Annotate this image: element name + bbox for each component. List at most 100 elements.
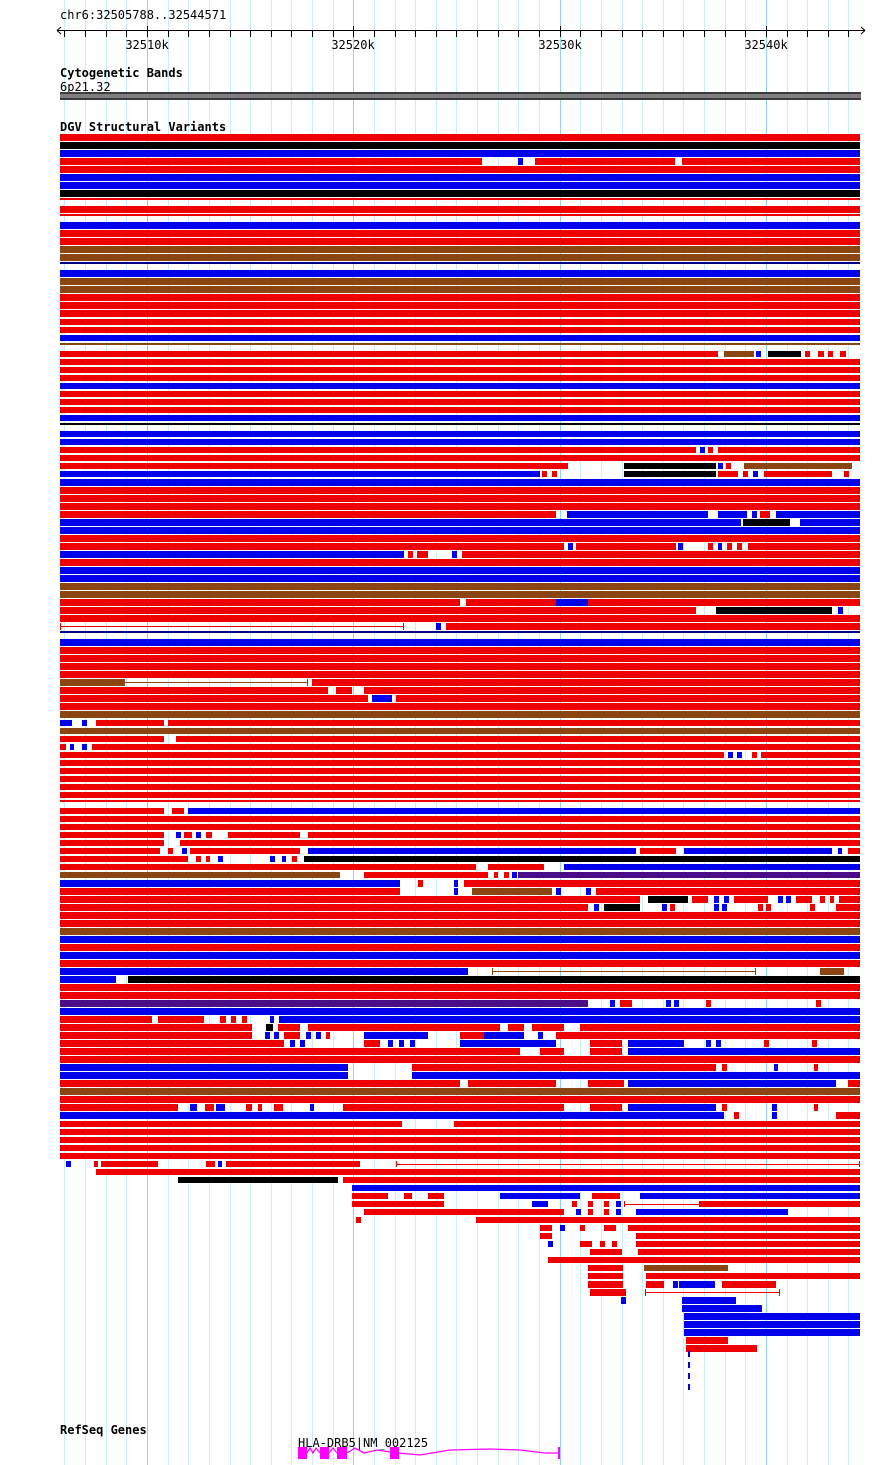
variant-segment[interactable] [172, 807, 184, 815]
variant-segment[interactable] [60, 543, 564, 550]
variant-segment[interactable] [60, 1112, 724, 1120]
variant-segment[interactable] [60, 230, 860, 237]
variant-segment[interactable] [60, 992, 860, 999]
variant-segment[interactable] [82, 743, 88, 751]
variant-segment[interactable] [418, 879, 424, 887]
variant-segment[interactable] [60, 703, 860, 711]
variant-segment[interactable] [590, 1288, 627, 1296]
variant-segment[interactable] [60, 831, 164, 839]
variant-segment[interactable] [60, 976, 116, 983]
variant-segment[interactable] [60, 310, 860, 318]
variant-segment[interactable] [453, 1120, 860, 1128]
dgv-variant-row[interactable] [60, 1064, 860, 1071]
variant-segment[interactable] [60, 551, 404, 558]
variant-segment[interactable] [60, 663, 860, 670]
variant-segment[interactable] [692, 895, 708, 903]
dgv-variant-row[interactable] [60, 695, 860, 703]
variant-segment[interactable] [60, 262, 860, 265]
variant-segment[interactable] [60, 759, 860, 767]
dgv-variant-row[interactable] [60, 1224, 860, 1232]
dgv-variant-row[interactable] [60, 1096, 860, 1104]
variant-segment[interactable] [312, 679, 860, 687]
dgv-variant-row[interactable] [60, 1248, 860, 1256]
variant-segment[interactable] [772, 1104, 777, 1112]
dgv-variant-row[interactable] [60, 1008, 860, 1015]
variant-segment[interactable] [60, 1120, 403, 1128]
dgv-variant-row[interactable] [60, 815, 860, 823]
variant-segment[interactable] [60, 1072, 348, 1079]
dgv-variant-row[interactable] [60, 422, 860, 425]
dgv-variant-row[interactable] [60, 174, 860, 181]
dgv-variant-row[interactable] [60, 1104, 860, 1112]
variant-segment[interactable] [231, 1016, 236, 1023]
variant-segment[interactable] [220, 1016, 227, 1023]
variant-segment[interactable] [700, 1200, 860, 1208]
variant-segment[interactable] [714, 895, 720, 903]
variant-segment[interactable] [356, 1216, 361, 1224]
variant-segment[interactable] [60, 478, 860, 486]
variant-segment[interactable] [682, 158, 860, 165]
variant-segment[interactable] [60, 142, 860, 149]
variant-segment[interactable] [588, 1200, 593, 1208]
variant-segment[interactable] [60, 960, 860, 967]
variant-segment[interactable] [352, 1200, 444, 1208]
exon-box[interactable] [298, 1447, 307, 1459]
variant-segment[interactable] [217, 1160, 223, 1168]
exon-box[interactable] [320, 1447, 329, 1459]
variant-segment[interactable] [700, 446, 705, 454]
variant-segment[interactable] [60, 206, 860, 213]
variant-segment[interactable] [461, 551, 860, 558]
cytoband-bar[interactable] [60, 92, 861, 100]
dgv-variant-row[interactable] [60, 655, 860, 662]
variant-segment[interactable] [60, 1152, 860, 1160]
variant-segment[interactable] [60, 1080, 460, 1088]
variant-segment[interactable] [60, 414, 860, 422]
variant-segment[interactable] [540, 1048, 564, 1055]
dgv-variant-row[interactable] [60, 855, 860, 863]
variant-segment[interactable] [404, 1192, 412, 1200]
dgv-variant-row[interactable] [60, 462, 860, 470]
variant-segment[interactable] [772, 1112, 777, 1120]
variant-segment[interactable] [743, 470, 748, 478]
variant-segment[interactable] [612, 1240, 617, 1248]
variant-segment[interactable] [364, 1208, 564, 1216]
variant-segment[interactable] [684, 1321, 860, 1328]
variant-segment[interactable] [60, 1032, 252, 1039]
variant-segment[interactable] [60, 438, 860, 446]
variant-segment[interactable] [733, 895, 768, 903]
variant-segment[interactable] [60, 920, 860, 927]
variant-segment[interactable] [290, 1040, 296, 1047]
variant-segment[interactable] [264, 1032, 270, 1039]
variant-segment[interactable] [60, 743, 67, 751]
dgv-variant-row[interactable] [60, 294, 860, 302]
exon-box[interactable] [390, 1447, 399, 1459]
variant-segment[interactable] [734, 1112, 740, 1120]
variant-segment[interactable] [628, 1048, 860, 1055]
dgv-variant-row[interactable] [60, 719, 860, 727]
variant-segment[interactable] [60, 166, 860, 173]
dgv-variant-row[interactable] [60, 486, 860, 494]
variant-segment[interactable] [472, 887, 552, 895]
dgv-variant-row[interactable] [60, 214, 860, 217]
variant-segment[interactable] [60, 390, 860, 398]
dgv-variant-row[interactable] [60, 599, 860, 606]
variant-segment[interactable] [206, 1160, 216, 1168]
dgv-variant-row[interactable] [60, 270, 860, 277]
variant-segment[interactable] [460, 1032, 484, 1039]
variant-segment[interactable] [60, 1104, 178, 1112]
variant-segment[interactable] [60, 807, 164, 815]
variant-segment[interactable] [60, 470, 540, 478]
variant-segment[interactable] [184, 831, 192, 839]
dgv-variant-row[interactable] [60, 238, 860, 245]
variant-segment[interactable] [736, 751, 742, 759]
variant-segment[interactable] [60, 1040, 284, 1047]
variant-segment[interactable] [60, 1128, 860, 1136]
variant-segment[interactable] [399, 1040, 404, 1047]
gene-glyph[interactable] [0, 1446, 890, 1462]
dgv-variant-row[interactable] [60, 1168, 860, 1176]
variant-segment[interactable] [722, 1064, 728, 1071]
variant-segment[interactable] [590, 1048, 622, 1055]
variant-segment[interactable] [685, 1337, 728, 1344]
dgv-variant-row[interactable] [60, 446, 860, 454]
variant-segment[interactable] [60, 1000, 588, 1007]
